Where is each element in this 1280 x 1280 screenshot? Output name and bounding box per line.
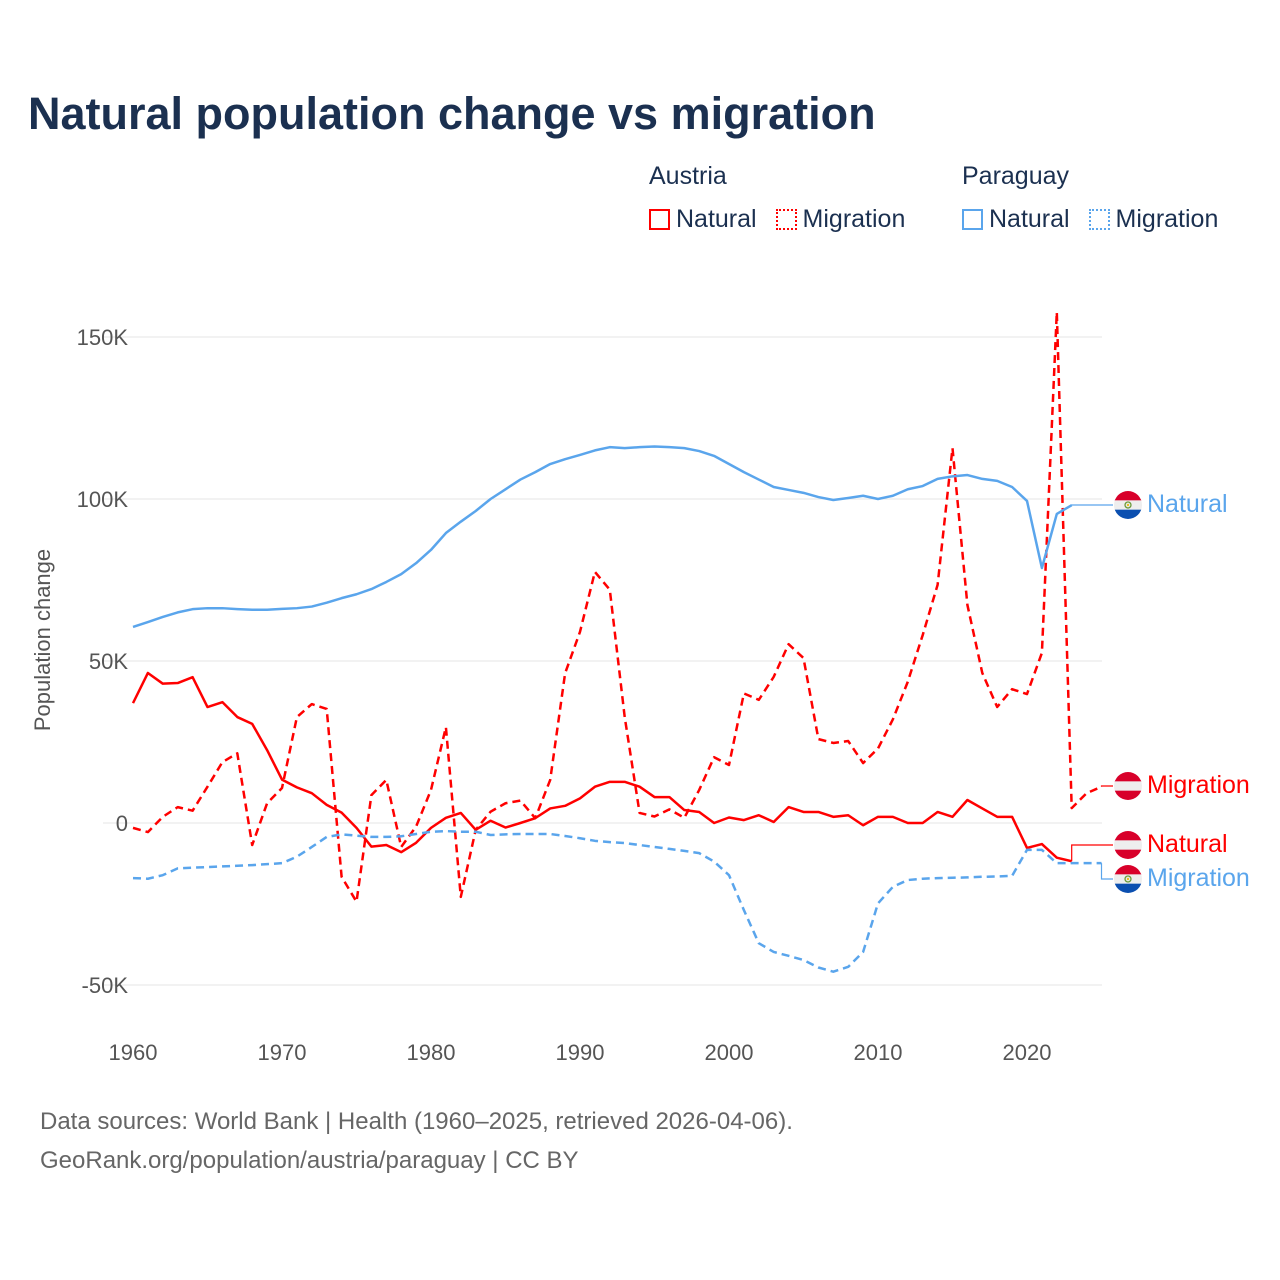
end-label-paraguay-natural: Natural (1147, 490, 1228, 518)
legend-group-label: Austria (649, 162, 727, 190)
y-tick-label: 100K (77, 487, 129, 512)
y-tick-label: 0 (116, 811, 128, 836)
end-label-austria-natural: Natural (1147, 830, 1228, 858)
dotted-swatch-icon (775, 209, 797, 230)
solid-swatch-icon (962, 209, 983, 230)
legend-label: Migration (802, 205, 906, 233)
series-line-paraguay-migration (132, 829, 1102, 973)
legend-group-label: Paraguay (962, 162, 1070, 190)
dotted-swatch-icon (1088, 209, 1110, 230)
end-label-paraguay-migration: Migration (1147, 864, 1250, 892)
flag-paraguay-icon (1114, 865, 1142, 893)
solid-swatch-icon (649, 209, 670, 230)
y-tick-label: 50K (89, 649, 128, 674)
legend-item-paraguay-natural[interactable]: Natural (962, 205, 1070, 234)
footer-sources: Data sources: World Bank | Health (1960–… (40, 1108, 793, 1135)
leader-line (1100, 785, 1113, 787)
x-tick-label: 2000 (705, 1040, 754, 1065)
legend-label: Natural (989, 205, 1070, 233)
footer-attribution[interactable]: GeoRank.org/population/austria/paraguay … (40, 1147, 579, 1174)
legend-item-paraguay-migration[interactable]: Migration (1088, 205, 1219, 234)
x-tick-label: 2010 (854, 1040, 903, 1065)
x-tick-label: 2020 (1003, 1040, 1052, 1065)
legend-group-austria: Austria Natural Migration (649, 162, 917, 237)
series-line-austria-migration (132, 310, 1102, 903)
flag-austria-icon (1114, 772, 1142, 800)
legend-item-austria-migration[interactable]: Migration (775, 205, 906, 234)
legend-item-austria-natural[interactable]: Natural (649, 205, 757, 234)
chart-title: Natural population change vs migration (28, 88, 876, 139)
y-tick-label: -50K (82, 973, 129, 998)
x-tick-label: 1970 (258, 1040, 307, 1065)
legend-label: Natural (676, 205, 757, 233)
flag-paraguay-icon (1114, 491, 1142, 519)
series-line-paraguay-natural (132, 445, 1073, 629)
series-line-austria-natural (131, 671, 1072, 863)
leader-line (1100, 863, 1113, 880)
x-tick-label: 1960 (109, 1040, 158, 1065)
x-tick-label: 1980 (407, 1040, 456, 1065)
y-axis-label: Population change (30, 549, 55, 731)
legend-label: Migration (1115, 205, 1219, 233)
y-tick-label: 150K (77, 325, 129, 350)
leader-line (1071, 844, 1113, 862)
x-tick-label: 1990 (556, 1040, 605, 1065)
legend-group-paraguay: Paraguay Natural Migration (962, 162, 1218, 237)
flag-austria-icon (1114, 831, 1142, 859)
end-label-austria-migration: Migration (1147, 771, 1250, 799)
